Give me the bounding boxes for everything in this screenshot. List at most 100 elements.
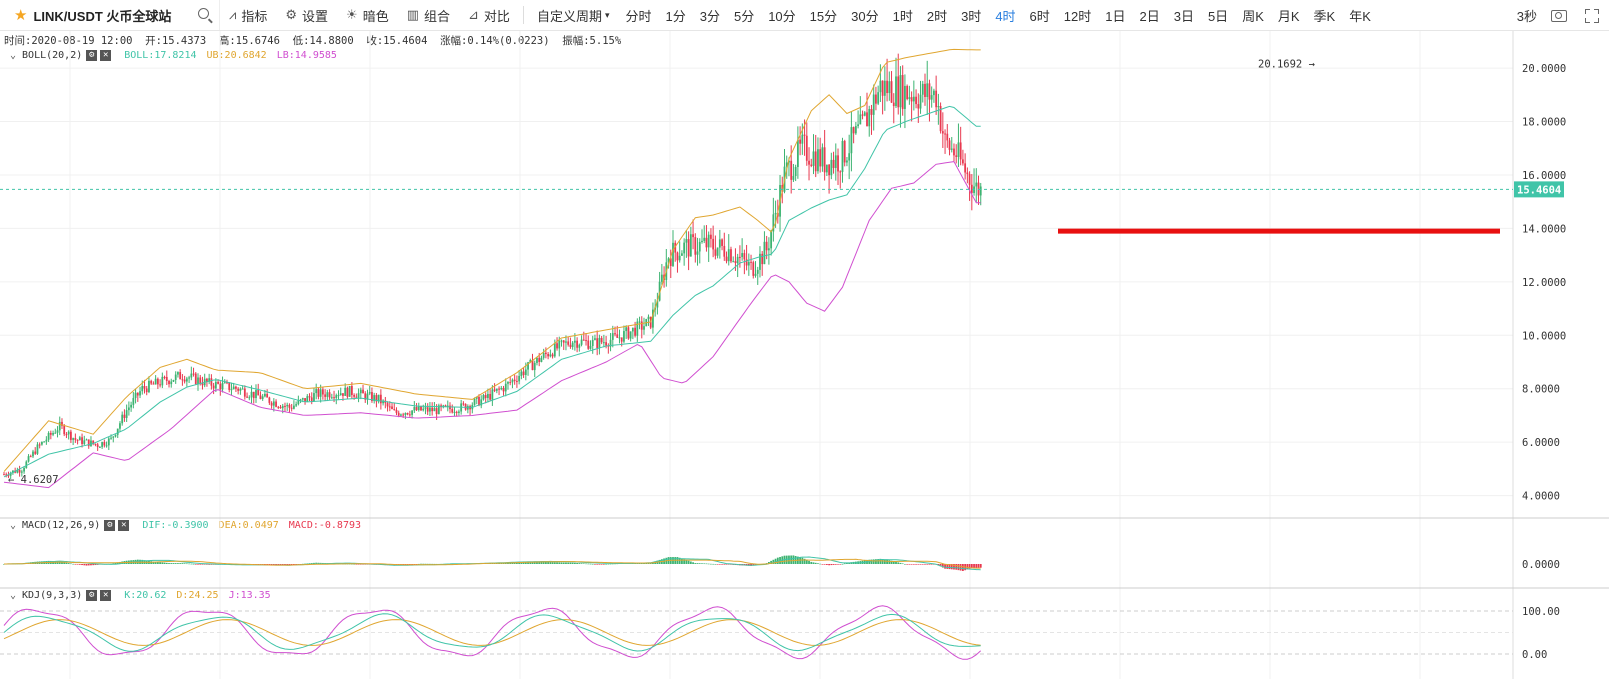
close-icon[interactable]: ✕	[100, 50, 112, 61]
macd-bar	[962, 564, 964, 571]
last-price-tag	[1514, 181, 1564, 198]
period-13[interactable]: 1日	[1105, 8, 1126, 24]
candle-body	[614, 333, 616, 335]
gear-icon[interactable]: ⚙	[104, 520, 116, 531]
ohlc-info-bar: 时间:2020-08-19 12:00 开:15.4373 高:15.6746 …	[4, 33, 621, 48]
candle-body	[727, 249, 730, 262]
period-9[interactable]: 3时	[961, 8, 982, 24]
max-price-label: 20.1692 →	[1258, 59, 1315, 71]
candle-body	[879, 80, 882, 93]
custom-period-label: 自定义周期	[536, 8, 602, 24]
candle-body	[594, 338, 596, 340]
period-4[interactable]: 10分	[768, 8, 796, 24]
candle-body	[348, 386, 351, 397]
candle-body	[350, 386, 353, 395]
refresh-interval[interactable]: 3秒	[1516, 9, 1537, 24]
macd-bar	[788, 555, 790, 564]
symbol-selector[interactable]: ★ LINK/USDT 火币全球站	[0, 0, 220, 30]
period-20[interactable]: 年K	[1349, 8, 1371, 24]
macd-bar	[524, 561, 527, 564]
period-14[interactable]: 2日	[1139, 8, 1160, 24]
period-17[interactable]: 周K	[1242, 8, 1264, 24]
macd-bar	[930, 564, 933, 565]
candle-body	[112, 436, 115, 438]
boll-upper-band	[3, 48, 981, 472]
chevron-down-icon[interactable]: ⌄	[10, 520, 17, 531]
candle-body	[67, 431, 70, 435]
chart-canvas[interactable]: 20.0000 18.0000 16.0000 14.0000 12.0000 10.00…	[0, 31, 1609, 679]
period-10[interactable]: 4时	[995, 8, 1016, 24]
candle-body	[765, 241, 768, 251]
candle-body	[243, 388, 246, 397]
macd-bar	[431, 563, 434, 565]
period-15[interactable]: 3日	[1173, 8, 1194, 24]
compare-button[interactable]: ⊿ 对比	[459, 0, 519, 30]
indicator-icon: ⩘	[229, 7, 237, 22]
macd-bar	[705, 563, 708, 565]
combo-button[interactable]: ▥ 组合	[398, 0, 459, 30]
macd-bar	[72, 563, 75, 565]
macd-bar	[792, 555, 795, 564]
candle-body	[43, 441, 46, 443]
period-19[interactable]: 季K	[1313, 8, 1336, 24]
candle-body	[382, 400, 384, 404]
candle-body	[591, 339, 594, 346]
settings-button[interactable]: ⚙ 设置	[276, 0, 337, 30]
candle-body	[516, 380, 518, 382]
candle-body	[571, 342, 574, 348]
candle-body	[20, 471, 23, 473]
period-16[interactable]: 5日	[1207, 8, 1229, 24]
chevron-down-icon[interactable]: ⌄	[10, 590, 17, 601]
info-open: 开:15.4373	[145, 35, 207, 47]
candle-body	[723, 245, 726, 257]
candle-body	[364, 393, 367, 400]
macd-bar	[716, 564, 719, 565]
period-6[interactable]: 30分	[851, 8, 879, 24]
candle-body	[495, 388, 498, 391]
candle-body	[411, 410, 413, 415]
candle-body	[23, 468, 25, 472]
candle-body	[226, 382, 228, 384]
close-icon[interactable]: ✕	[118, 520, 130, 531]
candle-body	[861, 114, 864, 116]
gear-icon[interactable]: ⚙	[86, 590, 98, 601]
period-7[interactable]: 1时	[892, 8, 913, 24]
candle-body	[228, 382, 231, 390]
macd-bar	[424, 563, 427, 565]
search-icon[interactable]	[198, 8, 209, 19]
theme-button[interactable]: ☀ 暗色	[337, 0, 398, 30]
close-icon[interactable]: ✕	[100, 590, 112, 601]
macd-bar	[803, 558, 806, 564]
period-5[interactable]: 15分	[809, 8, 838, 24]
period-0[interactable]: 分时	[625, 8, 652, 24]
period-2[interactable]: 3分	[699, 8, 720, 24]
candle-body	[257, 390, 260, 396]
macd-bar	[538, 561, 541, 564]
period-11[interactable]: 6时	[1029, 8, 1050, 24]
period-8[interactable]: 2时	[926, 8, 948, 24]
macd-bar	[910, 564, 913, 565]
gear-icon[interactable]: ⚙	[86, 50, 98, 61]
period-12[interactable]: 12时	[1063, 8, 1092, 24]
macd-bar	[201, 564, 204, 565]
candle-body	[527, 362, 529, 370]
camera-icon[interactable]	[1551, 9, 1567, 22]
toolbar-divider	[522, 6, 524, 24]
macd-bar	[170, 563, 173, 564]
star-icon[interactable]: ★	[14, 7, 28, 24]
macd-bar	[576, 563, 579, 564]
macd-bar	[594, 564, 596, 565]
period-3[interactable]: 5分	[733, 8, 755, 24]
candle-body	[70, 431, 72, 440]
candle-body	[170, 381, 173, 385]
candle-body	[87, 439, 90, 447]
period-1[interactable]: 1分	[665, 8, 686, 24]
fullscreen-icon[interactable]	[1585, 8, 1599, 23]
period-18[interactable]: 月K	[1277, 8, 1300, 24]
custom-period-dropdown[interactable]: 自定义周期 ▾	[528, 0, 619, 30]
candle-body	[652, 309, 654, 328]
candle-body	[103, 442, 106, 446]
chevron-down-icon[interactable]: ⌄	[10, 50, 17, 61]
candle-body	[785, 162, 788, 167]
indicator-button[interactable]: ⩘ 指标	[220, 0, 276, 30]
